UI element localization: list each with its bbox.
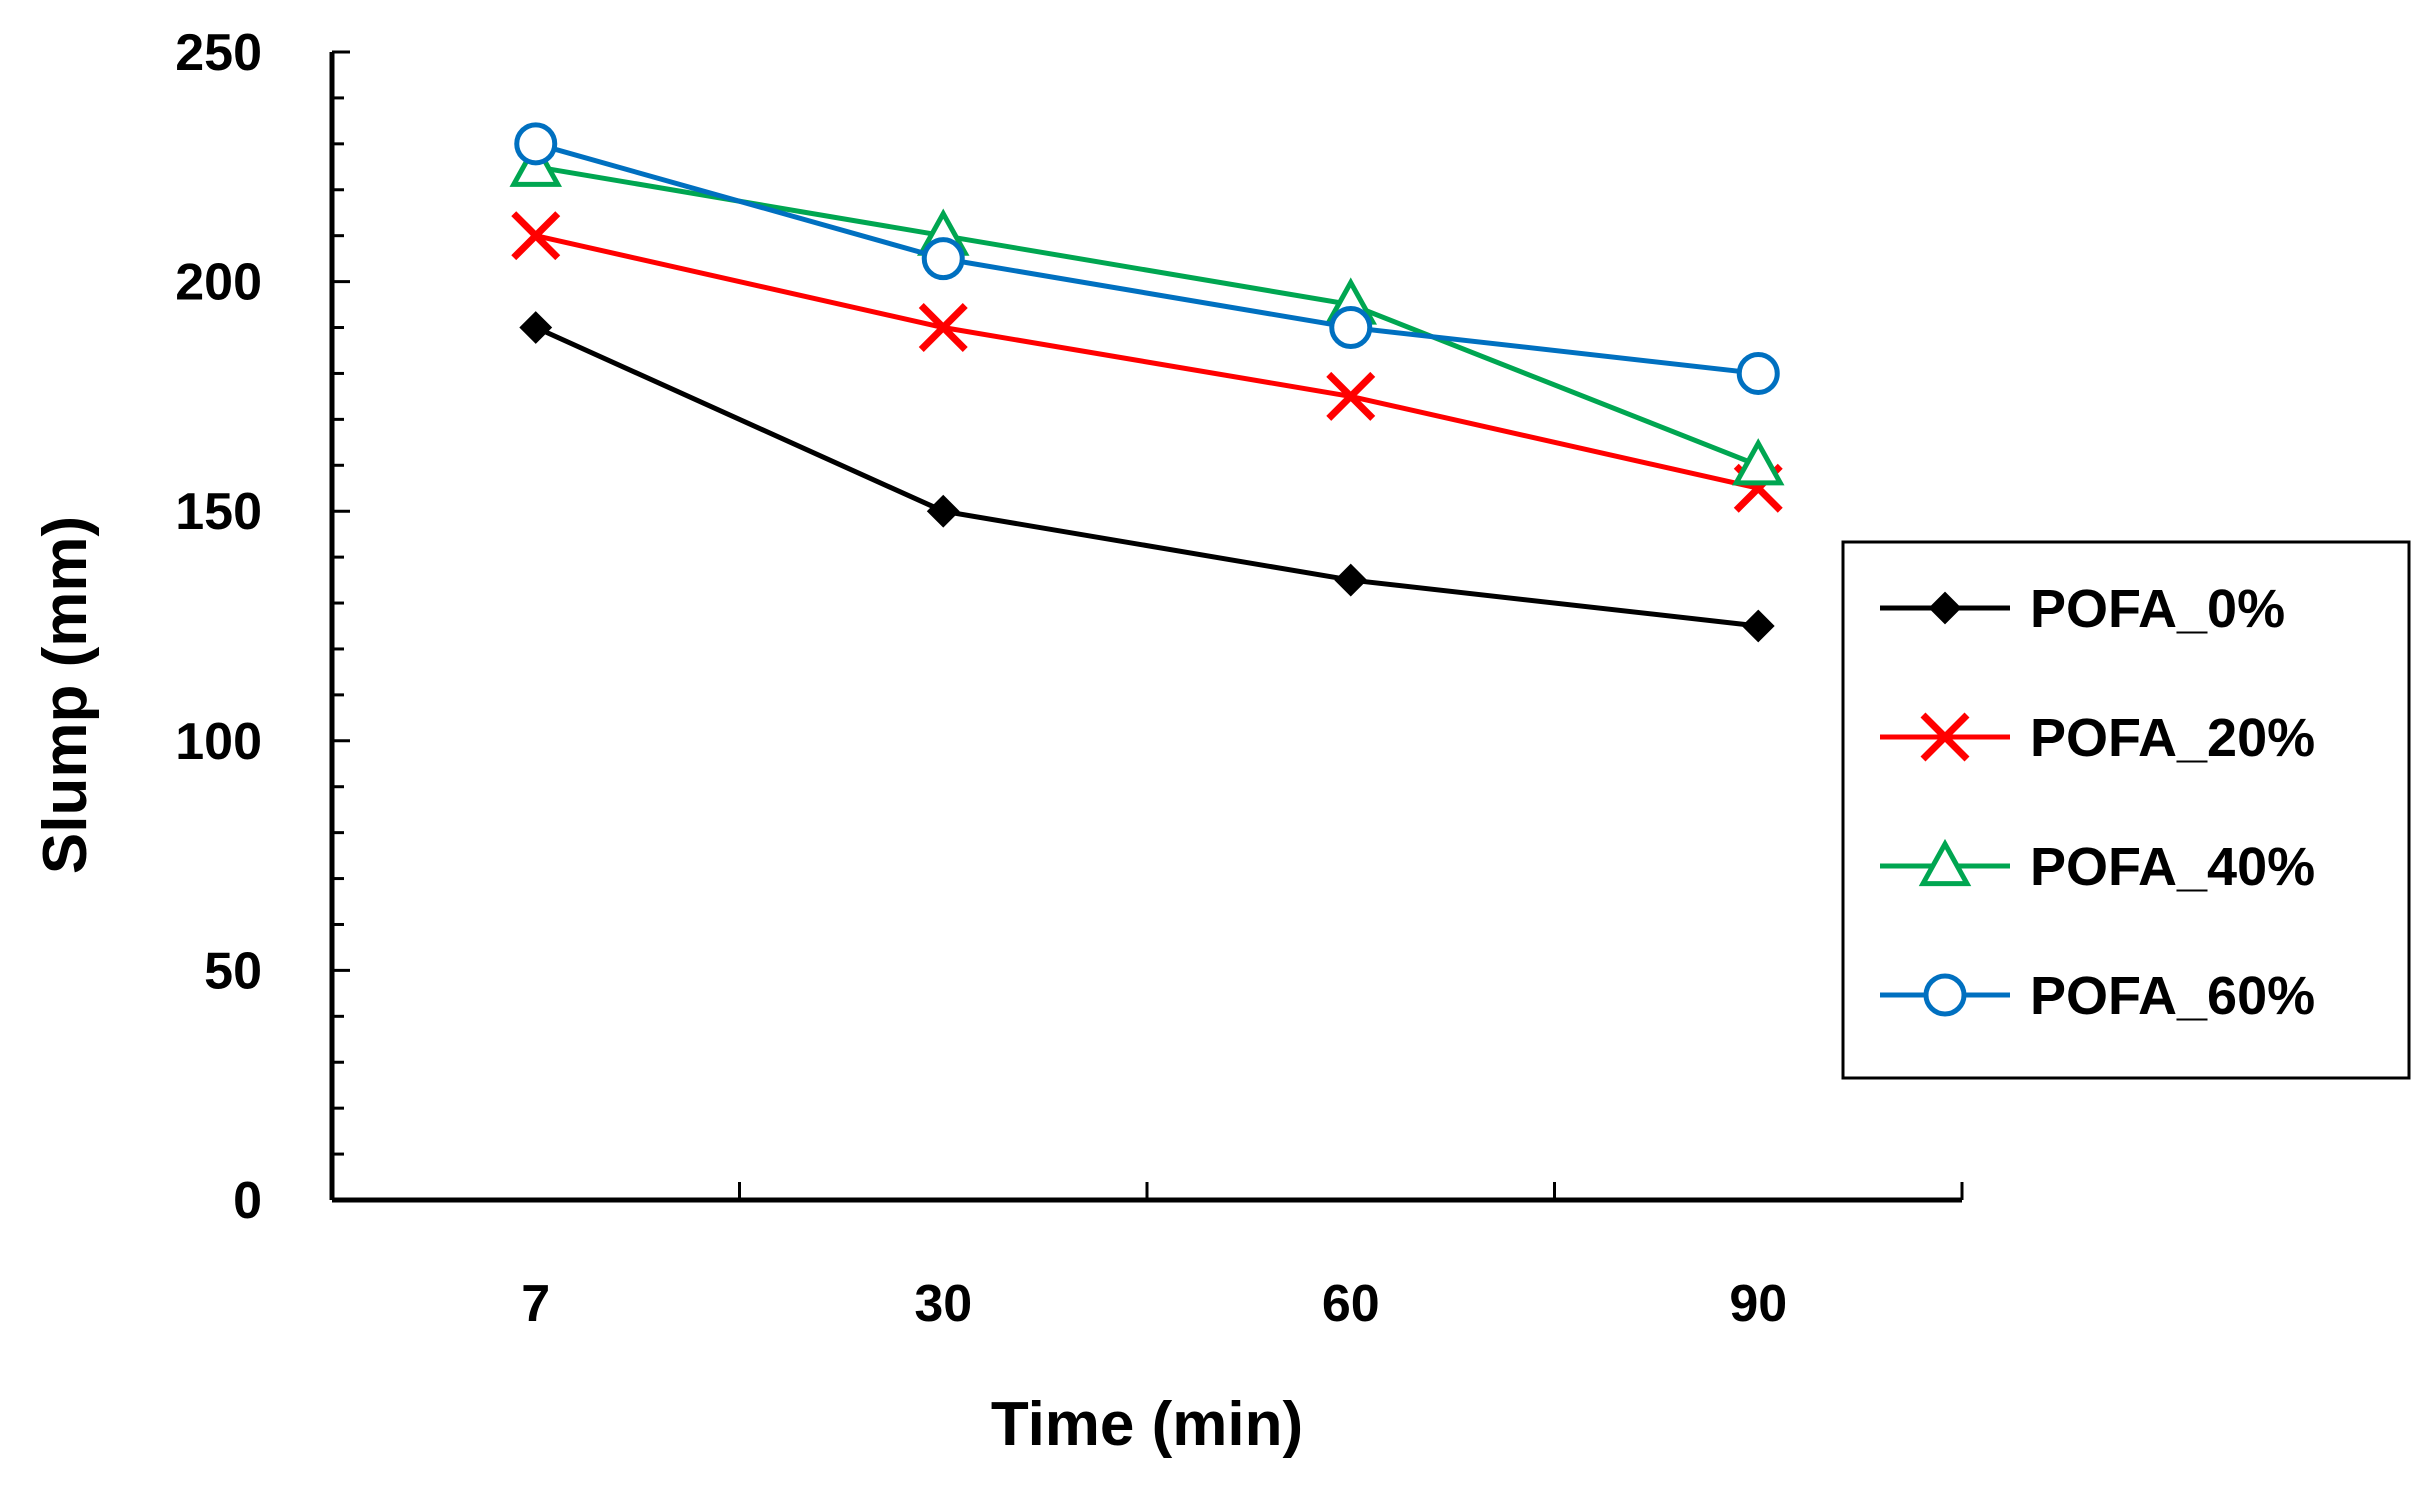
data-point-marker: [1334, 563, 1368, 597]
data-point-marker: [1741, 609, 1775, 643]
legend-label: POFA_20%: [2030, 708, 2315, 768]
series-line: [535, 141, 1759, 376]
legend-marker: [1918, 838, 1972, 887]
data-point-marker: [519, 311, 553, 344]
data-point-marker: [1329, 306, 1373, 350]
series-2: [509, 139, 1785, 486]
y-tick-label: 100: [175, 713, 262, 771]
data-point-marker: [1326, 371, 1376, 421]
y-tick-label: 150: [175, 483, 262, 541]
legend-entry: POFA_40%: [1880, 837, 2315, 897]
x-tick-label: 90: [1729, 1275, 1787, 1333]
y-axis-tick-labels: 0 50 100 150 200 250: [175, 24, 262, 1230]
x-tick-label: 30: [914, 1275, 972, 1333]
legend-entry: POFA_60%: [1880, 966, 2315, 1026]
data-point-marker: [511, 211, 561, 261]
legend-entry: POFA_20%: [1880, 708, 2315, 768]
axis-ticks: [332, 50, 1964, 1202]
data-point-marker: [926, 494, 960, 528]
legend: POFA_0% POFA_20% POFA_40% POFA_60%: [1841, 540, 2411, 1080]
series-line: [535, 164, 1760, 468]
x-tick-label: 60: [1322, 1275, 1380, 1333]
series-layer: [509, 122, 1785, 643]
y-tick-label: 50: [204, 942, 262, 1000]
series-0: [519, 311, 1775, 643]
legend-marker: [1923, 973, 1967, 1017]
legend-label: POFA_60%: [2030, 966, 2315, 1026]
y-axis-title: Slump (mm): [31, 516, 100, 874]
data-point-marker: [1732, 438, 1785, 486]
y-tick-label: 250: [175, 24, 262, 82]
series-line: [535, 233, 1759, 491]
legend-entry: POFA_0%: [1880, 579, 2285, 639]
series-1: [511, 211, 1783, 513]
data-point-marker: [1736, 351, 1780, 395]
data-point-marker: [918, 303, 968, 352]
series-line: [534, 325, 1759, 629]
legend-label: POFA_0%: [2030, 579, 2285, 639]
y-tick-label: 200: [175, 254, 262, 312]
y-tick-label: 0: [233, 1172, 262, 1230]
data-point-marker: [921, 237, 965, 281]
x-axis-tick-labels: 7 30 60 90: [521, 1275, 1787, 1333]
data-point-marker: [514, 122, 558, 166]
x-axis-title: Time (min): [991, 1390, 1303, 1459]
x-tick-label: 7: [521, 1275, 550, 1333]
legend-marker: [1920, 712, 1970, 762]
legend-label: POFA_40%: [2030, 837, 2315, 897]
legend-marker: [1928, 591, 1962, 625]
axes: [329, 52, 1962, 1203]
series-3: [514, 122, 1780, 395]
